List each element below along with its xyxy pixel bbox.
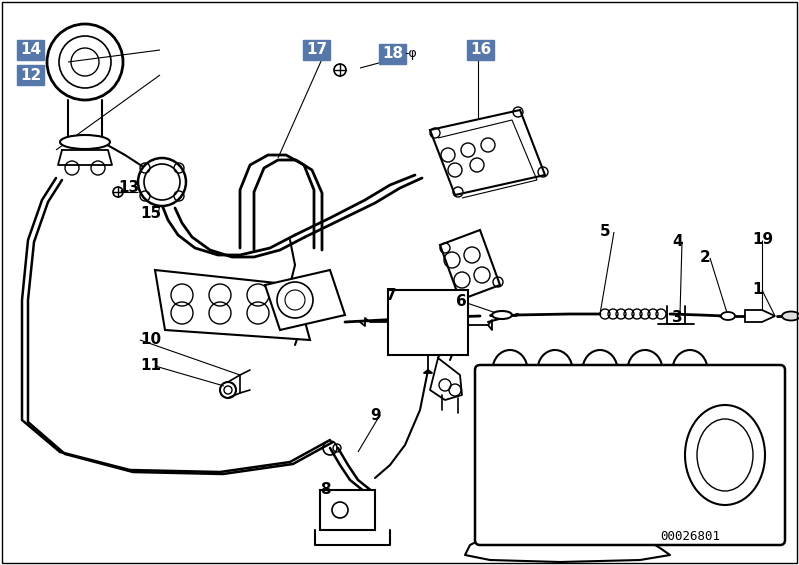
Text: 17: 17 xyxy=(306,42,327,58)
Text: 16: 16 xyxy=(470,42,491,58)
FancyBboxPatch shape xyxy=(475,365,785,545)
Text: 9: 9 xyxy=(370,407,380,423)
Polygon shape xyxy=(430,110,545,195)
Text: 6: 6 xyxy=(456,294,467,310)
Bar xyxy=(320,490,375,530)
Ellipse shape xyxy=(138,158,186,206)
Text: 15: 15 xyxy=(140,206,161,221)
Ellipse shape xyxy=(492,311,512,319)
Text: 14: 14 xyxy=(20,42,41,58)
Ellipse shape xyxy=(721,312,735,320)
Text: 19: 19 xyxy=(752,233,773,247)
Text: 11: 11 xyxy=(140,359,161,373)
Text: 00026801: 00026801 xyxy=(660,529,720,542)
Text: 5: 5 xyxy=(600,224,610,240)
Polygon shape xyxy=(440,230,500,300)
Text: 4: 4 xyxy=(672,234,682,250)
Text: 3: 3 xyxy=(672,311,682,325)
Polygon shape xyxy=(155,270,310,340)
Text: -φ: -φ xyxy=(404,47,417,60)
Polygon shape xyxy=(265,270,345,330)
Text: 12: 12 xyxy=(20,67,42,82)
Text: 10: 10 xyxy=(140,332,161,347)
Polygon shape xyxy=(745,310,775,322)
Text: 2: 2 xyxy=(700,250,711,266)
Ellipse shape xyxy=(60,135,110,149)
Text: 7: 7 xyxy=(386,288,396,302)
Ellipse shape xyxy=(144,164,180,200)
Ellipse shape xyxy=(697,419,753,491)
Text: 8: 8 xyxy=(320,483,331,498)
Ellipse shape xyxy=(685,405,765,505)
Bar xyxy=(388,290,468,355)
Text: 18: 18 xyxy=(382,46,403,62)
Text: 1: 1 xyxy=(752,282,762,298)
Ellipse shape xyxy=(782,311,799,320)
Text: 13: 13 xyxy=(118,180,139,195)
